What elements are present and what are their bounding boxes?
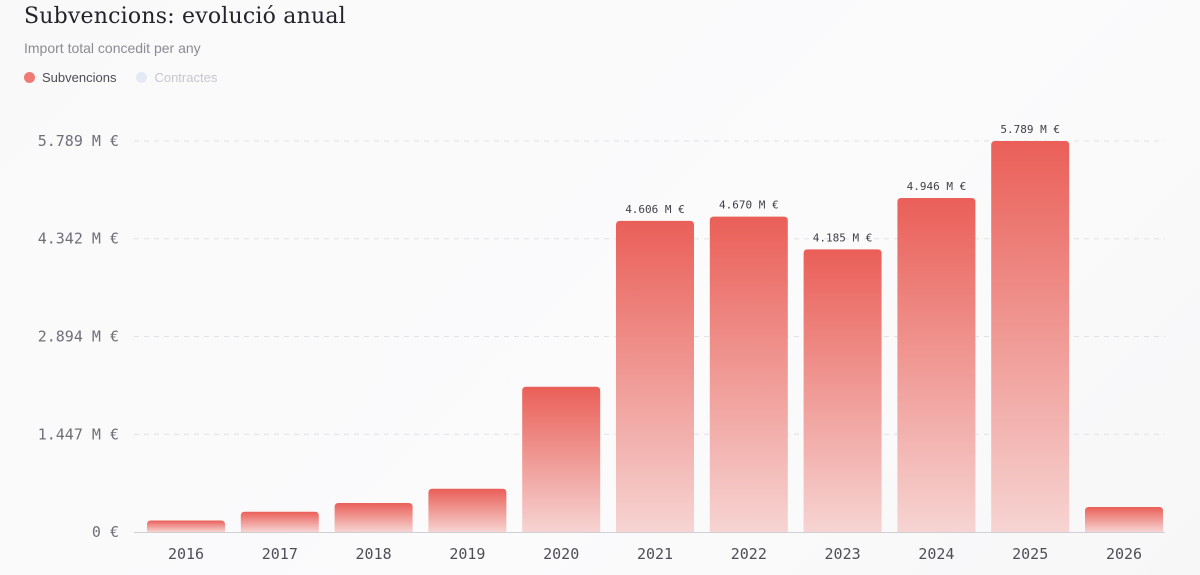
- x-tick-label: 2020: [543, 545, 579, 563]
- y-tick-label: 4.342 M €: [38, 230, 119, 248]
- legend-dot-contractes: [136, 72, 148, 83]
- x-tick-label: 2024: [918, 545, 954, 563]
- bar-2017[interactable]: [240, 511, 319, 532]
- chart-title: Subvencions: evolució anual: [24, 4, 346, 29]
- grid-lines: [134, 140, 1165, 435]
- bars: [147, 141, 1163, 533]
- x-tick-label: 2023: [825, 545, 861, 563]
- data-label-2023: 4.185 M €: [813, 231, 873, 244]
- legend-label-subvencions: Subvencions: [42, 70, 117, 85]
- bar-2020[interactable]: [522, 386, 601, 532]
- data-label-2021: 4.606 M €: [625, 203, 685, 216]
- bar-2018[interactable]: [334, 502, 413, 532]
- y-tick-label: 1.447 M €: [38, 425, 119, 443]
- x-axis: 2016 2017 2018 2019 2020 2021 2022 2023 2024 2025…: [168, 545, 1142, 563]
- legend-item-subvencions[interactable]: Subvencions: [24, 70, 116, 85]
- bar-2021[interactable]: [616, 220, 694, 533]
- legend-label-contractes: Contractes: [154, 70, 218, 85]
- y-tick-label: 0 €: [92, 523, 119, 541]
- x-tick-label: 2019: [449, 545, 485, 563]
- chart-subtitle: Import total concedit per any: [24, 40, 201, 56]
- y-tick-label: 2.894 M €: [38, 328, 119, 346]
- x-tick-label: 2016: [168, 545, 204, 563]
- data-label-2025: 5.789 M €: [1000, 123, 1060, 136]
- bar-2025[interactable]: [991, 141, 1070, 532]
- legend-item-contractes[interactable]: Contractes: [136, 70, 217, 85]
- x-tick-label: 2017: [262, 545, 298, 563]
- bar-2019[interactable]: [428, 488, 507, 532]
- y-axis: 0 € 1.447 M € 2.894 M € 4.342 M € 5.789 M €: [38, 132, 1165, 541]
- bar-2024[interactable]: [897, 197, 976, 533]
- x-tick-label: 2026: [1106, 545, 1142, 563]
- x-tick-label: 2018: [356, 545, 392, 563]
- data-label-2022: 4.670 M €: [719, 199, 779, 212]
- data-label-2024: 4.946 M €: [907, 180, 967, 193]
- bar-2016[interactable]: [147, 520, 225, 532]
- y-tick-label: 5.789 M €: [38, 132, 119, 150]
- x-tick-label: 2021: [637, 545, 673, 563]
- legend-dot-subvencions: [24, 72, 35, 83]
- bar-2022[interactable]: [709, 216, 788, 532]
- x-tick-label: 2025: [1012, 545, 1048, 563]
- bar-2026[interactable]: [1085, 507, 1163, 532]
- legend: Subvencions Contractes: [24, 70, 217, 85]
- data-labels: 4.606 M € 4.670 M € 4.185 M € 4.946 M € 5.78…: [625, 123, 1060, 244]
- x-tick-label: 2022: [731, 545, 767, 563]
- bar-2023[interactable]: [803, 249, 882, 532]
